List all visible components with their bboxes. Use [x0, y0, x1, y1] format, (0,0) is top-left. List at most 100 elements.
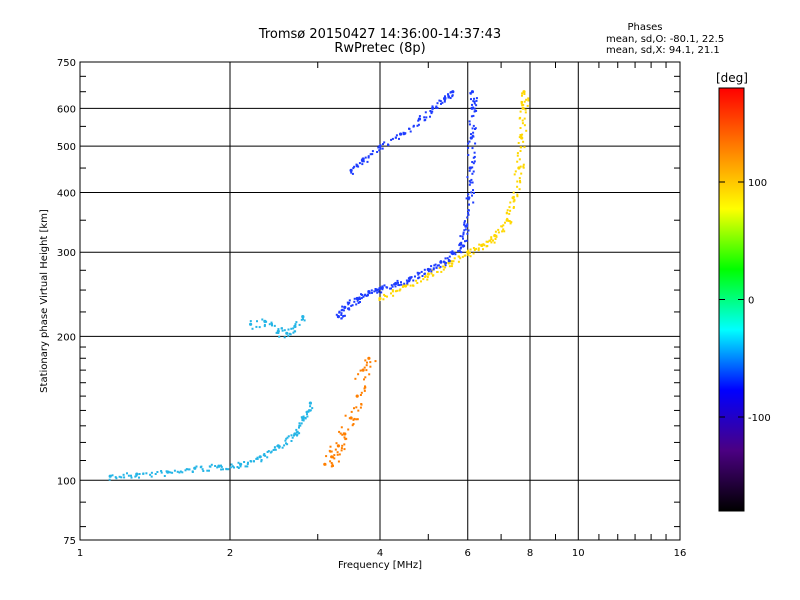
- es-cluster-point: [329, 460, 332, 463]
- e-layer-point: [160, 470, 163, 472]
- es-cluster-point: [374, 360, 377, 363]
- o-trace-point: [442, 260, 445, 263]
- o-trace-point: [467, 209, 470, 211]
- o-trace-point: [449, 251, 452, 254]
- e-layer-point: [285, 437, 288, 440]
- o-trace-point: [447, 258, 450, 261]
- e-layer-point: [156, 471, 159, 473]
- o-trace-point: [381, 286, 384, 289]
- es-cluster-point: [359, 394, 362, 396]
- o-trace-point: [465, 239, 468, 242]
- x-trace-point: [424, 275, 427, 278]
- x-trace-point: [420, 280, 422, 283]
- e-layer-point: [145, 472, 148, 475]
- e-cluster-point: [278, 335, 281, 338]
- x-trace-point: [472, 247, 475, 249]
- es-cluster-point: [330, 455, 334, 459]
- o-trace-point: [463, 220, 466, 223]
- es-cluster-point: [347, 428, 350, 431]
- o-trace-point: [348, 308, 351, 311]
- o-trace-point: [432, 268, 435, 271]
- x-trace-point: [493, 234, 497, 238]
- o-trace-point: [466, 216, 469, 219]
- e-cluster-point: [292, 327, 295, 330]
- x-trace-point: [512, 206, 515, 208]
- x-axis-label: Frequency [MHz]: [338, 560, 422, 571]
- e-cluster-point: [303, 319, 306, 322]
- e-layer-point: [246, 463, 249, 465]
- x-trace-point: [490, 238, 493, 241]
- e-layer-point: [206, 469, 209, 472]
- es-cluster-point: [337, 460, 340, 463]
- o-trace-point: [470, 98, 472, 101]
- es-cluster-point: [355, 394, 359, 398]
- o-trace-point: [472, 162, 475, 165]
- x-trace-point: [398, 289, 401, 292]
- o-trace-point: [414, 275, 416, 278]
- upper-trace-point: [447, 93, 449, 96]
- es-cluster-point: [369, 361, 372, 364]
- e-layer-point: [187, 468, 190, 471]
- e-layer-point: [184, 469, 187, 472]
- es-cluster-point: [355, 406, 358, 409]
- plot-frame: [79, 61, 681, 541]
- upper-trace-point: [378, 149, 381, 152]
- e-layer-point: [290, 434, 293, 437]
- e-cluster-point: [263, 323, 266, 326]
- e-layer-point: [285, 442, 287, 445]
- upper-trace-point: [398, 137, 400, 140]
- o-trace-point: [358, 296, 361, 299]
- o-trace-point: [468, 180, 471, 183]
- upper-trace-point: [435, 105, 438, 108]
- e-layer-point: [262, 454, 265, 457]
- e-layer-point: [293, 432, 297, 436]
- chart-title: Tromsø 20150427 14:36:00-14:37:43: [258, 27, 502, 42]
- e-layer-point: [208, 469, 210, 472]
- o-trace-point: [451, 250, 454, 253]
- x-trace-point: [461, 255, 464, 258]
- e-cluster-point: [281, 329, 284, 332]
- x-trace-point: [502, 228, 505, 231]
- x-trace-point: [519, 134, 522, 136]
- o-trace-point: [475, 97, 478, 100]
- o-trace-point: [410, 276, 413, 279]
- x-trace-point: [523, 93, 526, 95]
- upper-trace-point: [436, 102, 439, 105]
- es-cluster-point: [359, 369, 362, 372]
- y-tick-label: 100: [57, 476, 76, 487]
- x-trace-point: [508, 212, 511, 215]
- x-trace-point: [523, 100, 526, 103]
- es-cluster-point: [367, 356, 371, 360]
- e-layer-point: [281, 446, 284, 449]
- o-trace-point: [439, 260, 443, 264]
- legend-line-x: mean, sd,X: 94.1, 21.1: [606, 45, 720, 56]
- es-cluster-point: [325, 455, 328, 458]
- o-trace-point: [416, 271, 419, 274]
- e-cluster-point: [255, 325, 258, 328]
- e-layer-point: [278, 446, 281, 449]
- x-trace-point: [519, 116, 522, 119]
- upper-trace-point: [356, 164, 359, 167]
- o-trace-point: [353, 300, 356, 303]
- e-layer-point: [120, 476, 123, 479]
- upper-trace-point: [360, 159, 363, 162]
- o-trace-point: [462, 233, 465, 236]
- o-trace-point: [458, 249, 461, 252]
- es-cluster-point: [340, 447, 343, 450]
- y-tick-label: 400: [57, 188, 76, 199]
- x-trace-point: [391, 289, 394, 292]
- x-trace-point: [518, 177, 521, 180]
- e-layer-point: [222, 468, 224, 471]
- o-trace-point: [389, 287, 392, 290]
- o-trace-point: [472, 131, 475, 134]
- e-layer-point: [296, 430, 299, 433]
- x-trace-point: [415, 279, 418, 282]
- e-layer-point: [239, 465, 242, 468]
- x-trace-point: [519, 181, 522, 184]
- o-trace-point: [472, 100, 475, 103]
- e-layer-point: [308, 401, 312, 405]
- o-trace-point: [472, 189, 474, 192]
- es-cluster-point: [343, 436, 346, 439]
- e-layer-point: [229, 466, 232, 469]
- e-layer-point: [256, 457, 259, 460]
